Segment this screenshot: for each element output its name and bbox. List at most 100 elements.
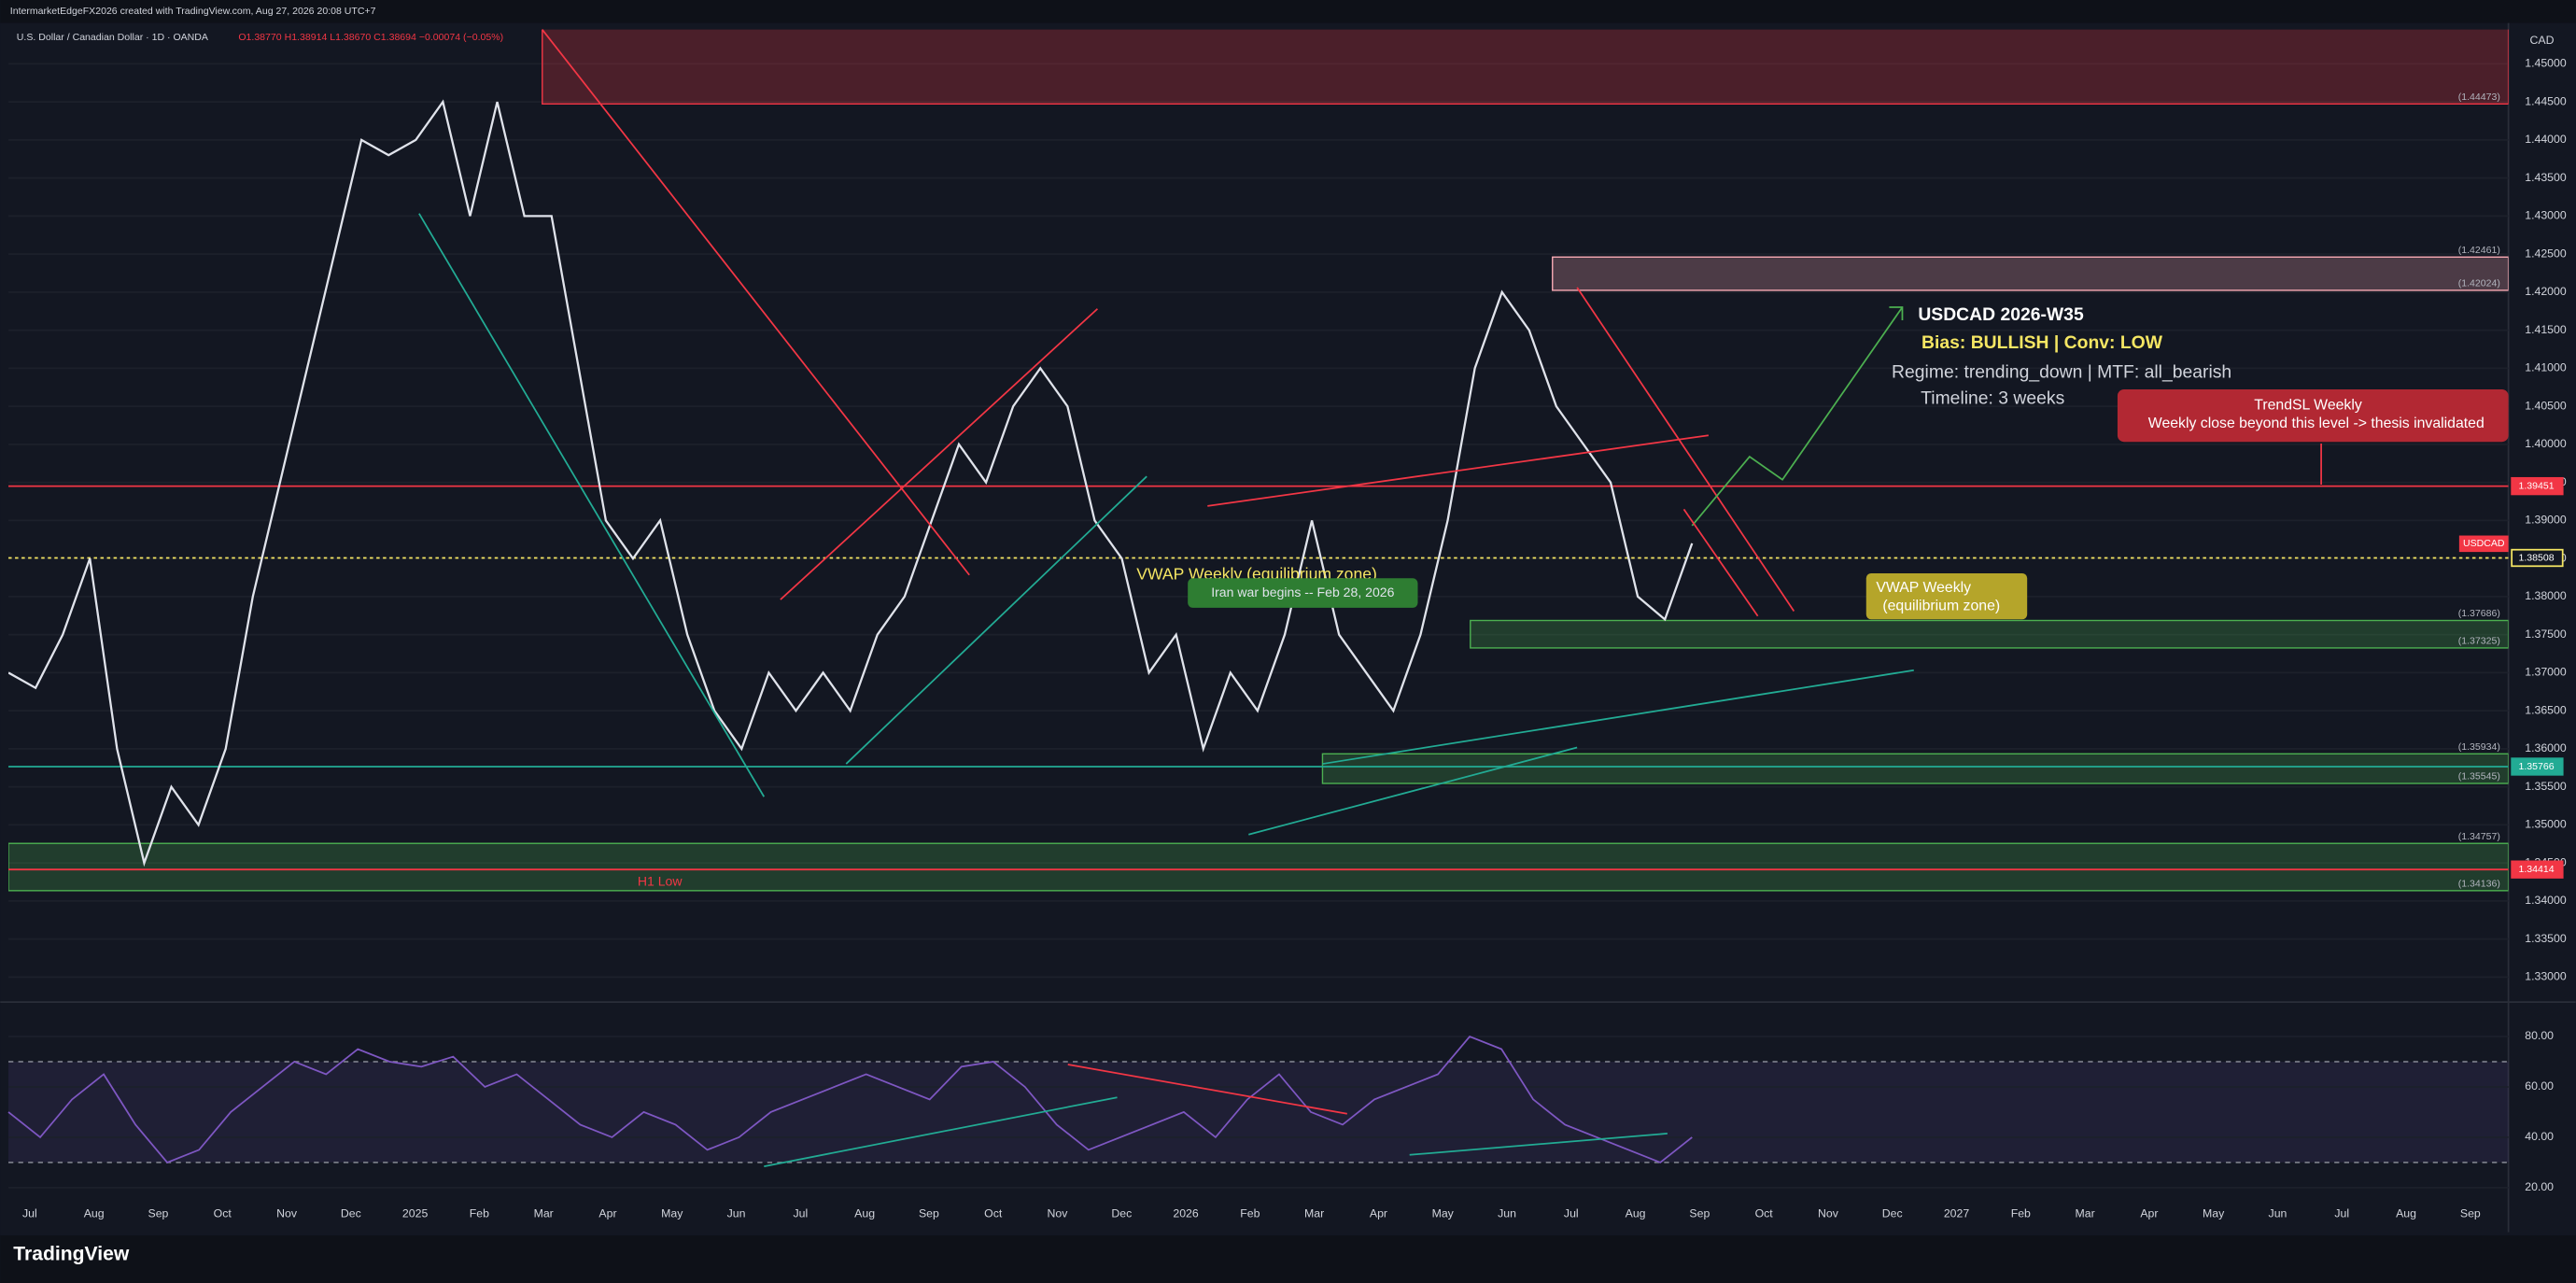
y-tick-label: 20.00 [2525,1180,2554,1193]
price-tag-label: 1.35766 [2518,761,2554,772]
rsi-band [8,1061,2509,1163]
y-tick-label: 1.39000 [2525,514,2567,527]
trendline [418,213,766,797]
rsi-divergence [764,1096,1118,1167]
y-tick-label: 80.00 [2525,1029,2554,1042]
x-tick-label: Oct [214,1206,232,1220]
x-tick-label: Aug [2396,1206,2416,1220]
footer [0,1234,2576,1283]
x-tick-label: Feb [470,1206,489,1220]
price-tag [2511,860,2564,879]
x-tick-label: Sep [919,1206,939,1220]
price-tag [2511,757,2564,776]
x-tick-label: Feb [2011,1206,2031,1220]
trendline [845,475,1147,765]
x-tick-label: Aug [1626,1206,1646,1220]
rsi-pane [7,1035,2509,1189]
trendline [780,308,1099,600]
x-tick-label: Apr [1370,1206,1387,1220]
x-tick-label: Sep [148,1206,169,1220]
x-tick-label: May [2203,1206,2225,1220]
zone-label: (1.42024) [2458,278,2500,289]
zone-label: (1.42461) [2458,245,2500,256]
x-tick-label: Jul [22,1206,37,1220]
y-tick-label: 1.44500 [2525,94,2567,107]
y-tick-label: 1.33500 [2525,932,2567,945]
x-tick-label: Dec [1111,1206,1132,1220]
x-tick-label: Dec [341,1206,361,1220]
vwap-box-line: VWAP Weekly [1876,580,1971,596]
trendline [1576,287,1795,612]
y-tick-label: 1.41500 [2525,323,2567,336]
zone [1470,619,2509,649]
zone-label: (1.34757) [2458,831,2500,842]
event-box [1188,578,1418,608]
trendline [1322,669,1914,765]
series-line [7,1035,1693,1163]
plan-timeline: Timeline: 3 weeks [1921,388,2064,409]
symbol-tag: USDCAD [2463,538,2505,549]
y-tick-label: 60.00 [2525,1079,2554,1093]
projection-arrow [1691,306,1904,527]
drawings [418,29,2322,1167]
series-line [8,99,1694,867]
plan-title: USDCAD 2026-W35 [1918,304,2084,325]
y-tick-label: 1.43000 [2525,209,2567,222]
price-tag-label: 1.38508 [2518,552,2554,563]
x-tick-label: Jul [1564,1206,1579,1220]
x-tick-label: Dec [1882,1206,1903,1220]
arrow-head [1889,306,1904,321]
zone-label: (1.35934) [2458,741,2500,753]
trendline [1248,746,1578,836]
price-tag-label: 1.34414 [2518,864,2554,875]
y-tick-label: 40.00 [2525,1130,2554,1143]
price-pane [8,29,2509,979]
y-tick-label: 1.34000 [2525,894,2567,907]
y-tick-label: 1.40000 [2525,437,2567,450]
y-tick-label: 1.37000 [2525,666,2567,679]
rsi-divergence [1409,1133,1668,1156]
y-tick-label: 1.36000 [2525,741,2567,754]
x-tick-label: Jul [793,1206,808,1220]
y-tick-label: 1.33000 [2525,970,2567,983]
symbol-tag-bg [2458,535,2509,553]
trendline [1207,434,1709,507]
zone-label: (1.44473) [2458,92,2500,103]
zone [1552,256,2509,291]
axes: 1.330001.335001.340001.345001.350001.355… [22,57,2567,1220]
sl-text: Weekly close beyond this level -> thesis… [2148,416,2485,431]
y-tick-label: 1.42500 [2525,247,2567,260]
projection-arrow [1682,508,1759,617]
x-tick-label: Sep [2460,1206,2481,1220]
ohlc: O1.38770 H1.38914 L1.38670 C1.38694 −0.0… [238,32,503,43]
y-tick-label: 1.35000 [2525,818,2567,831]
zone-label: (1.35545) [2458,771,2500,782]
x-tick-label: Jun [2269,1206,2287,1220]
vwap-box [1865,572,2028,620]
y-tick-label: 1.42000 [2525,285,2567,298]
event-label: Iran war begins -- Feb 28, 2026 [1211,585,1394,599]
price-tag-label: 1.39451 [2518,480,2554,491]
sl-box [2117,388,2509,443]
y-tick-label: 1.43500 [2525,171,2567,184]
zone-label: (1.37325) [2458,636,2500,647]
y-tick-label: 1.40500 [2525,399,2567,412]
x-tick-label: Oct [1755,1206,1774,1220]
y-tick-label: 1.37500 [2525,627,2567,641]
currency: CAD [2530,34,2555,47]
x-tick-label: Aug [854,1206,875,1220]
x-tick-label: Apr [598,1206,616,1220]
price-tag [2511,548,2564,568]
price-tag [2511,476,2564,496]
logo: TradingView [13,1244,130,1265]
x-tick-label: 2025 [402,1206,429,1220]
y-tick-label: 1.38000 [2525,589,2567,602]
zone [8,842,2509,892]
zone-label: (1.34136) [2458,879,2500,890]
zone [1321,753,2509,784]
y-tick-label: 1.36500 [2525,703,2567,716]
zone [542,29,2509,106]
x-tick-label: Nov [1048,1206,1069,1220]
